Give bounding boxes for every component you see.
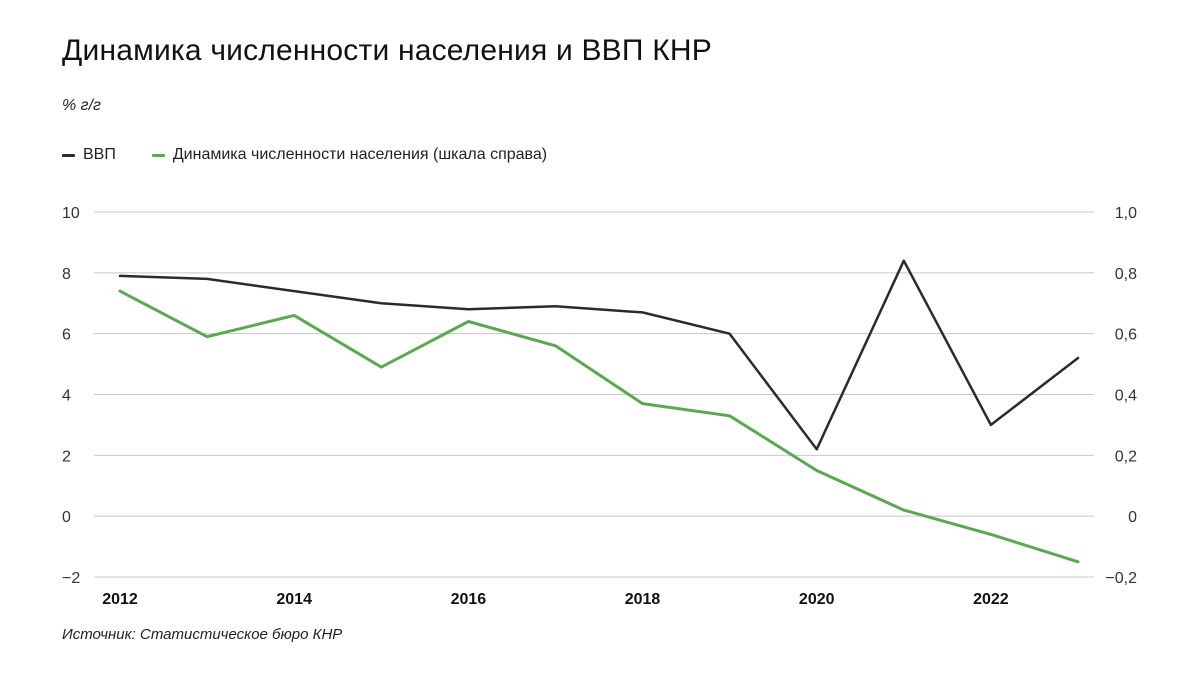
- population-line: [118, 289, 1080, 564]
- x-tick-label: 2012: [102, 591, 138, 608]
- y-right-tick-label: 0,4: [1115, 388, 1137, 405]
- y-right-tick-label: 0,8: [1115, 266, 1137, 283]
- legend-label-gdp: ВВП: [83, 146, 116, 163]
- y-left-tick-label: 0: [62, 509, 71, 526]
- x-axis-ticks: 2012 2014 2016 2018 2020 2022: [102, 591, 1009, 608]
- legend-label-population: Динамика численности населения (шкала сп…: [172, 146, 548, 163]
- x-tick-label: 2018: [625, 591, 661, 608]
- y-right-tick-label: 0,6: [1115, 327, 1137, 344]
- unit-label: % г/г: [62, 97, 101, 114]
- y-right-tick-label: 1,0: [1115, 205, 1137, 222]
- legend: ВВП Динамика численности населения (шкал…: [62, 146, 583, 164]
- chart-title: Динамика численности населения и ВВП КНР: [62, 34, 712, 67]
- legend-item-population: Динамика численности населения (шкала сп…: [151, 146, 548, 164]
- legend-swatch-population: [151, 153, 165, 157]
- legend-swatch-gdp: [62, 153, 75, 157]
- series-lines: [118, 259, 1080, 564]
- y-right-tick-label: 0,2: [1115, 448, 1137, 465]
- y-left-tick-label: 8: [62, 266, 71, 283]
- y-right-tick-label: −0,2: [1105, 570, 1137, 587]
- y-right-tick-label: 0: [1128, 509, 1137, 526]
- x-tick-label: 2020: [799, 591, 835, 608]
- y-left-tick-label: 6: [62, 327, 71, 344]
- y-left-tick-label: 2: [62, 448, 71, 465]
- x-tick-label: 2014: [276, 591, 312, 608]
- x-tick-label: 2022: [973, 591, 1009, 608]
- right-axis-ticks: 1,0 0,8 0,6 0,4 0,2 0 −0,2: [1105, 205, 1137, 587]
- x-tick-label: 2016: [451, 591, 487, 608]
- legend-item-gdp: ВВП: [62, 146, 116, 164]
- grid-lines: [94, 211, 1094, 578]
- left-axis-ticks: 10 8 6 4 2 0 −2: [62, 205, 80, 587]
- source-note: Источник: Статистическое бюро КНР: [62, 626, 343, 643]
- gdp-line: [118, 259, 1080, 451]
- y-left-tick-label: −2: [62, 570, 80, 587]
- y-left-tick-label: 4: [62, 388, 71, 405]
- y-left-tick-label: 10: [62, 205, 80, 222]
